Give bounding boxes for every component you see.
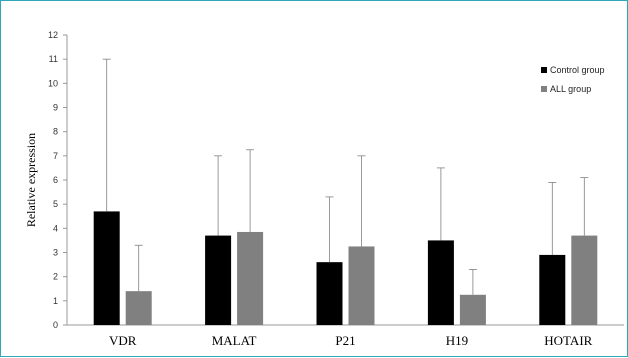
category-label: P21 bbox=[335, 333, 355, 348]
bar-all-malat bbox=[237, 231, 264, 325]
y-tick-label: 6 bbox=[53, 175, 58, 185]
y-axis-label: Relative expression bbox=[24, 133, 38, 227]
legend-swatch bbox=[541, 86, 547, 92]
y-tick-label: 4 bbox=[53, 223, 58, 233]
y-tick-label: 1 bbox=[53, 296, 58, 306]
bar-all-hotair bbox=[571, 235, 598, 325]
legend-label: ALL group bbox=[550, 84, 591, 94]
category-label: H19 bbox=[446, 333, 468, 348]
y-tick-label: 0 bbox=[53, 320, 58, 330]
bar-control-p21 bbox=[316, 262, 343, 325]
y-tick-label: 12 bbox=[48, 30, 58, 40]
bars bbox=[93, 58, 598, 325]
bar-all-h19 bbox=[459, 294, 486, 325]
y-tick-label: 7 bbox=[53, 151, 58, 161]
bar-all-p21 bbox=[348, 246, 375, 325]
bar-control-hotair bbox=[539, 254, 566, 325]
x-axis-categories: VDR MALAT P21 H19 HOTAIR bbox=[109, 333, 593, 348]
y-tick-label: 5 bbox=[53, 199, 58, 209]
y-tick-label: 8 bbox=[53, 127, 58, 137]
bar-control-malat bbox=[205, 235, 232, 325]
category-label: MALAT bbox=[212, 333, 257, 348]
bar-control-h19 bbox=[427, 240, 454, 325]
legend: Control group ALL group bbox=[541, 65, 605, 94]
y-tick-label: 11 bbox=[49, 54, 58, 64]
y-tick-label: 9 bbox=[53, 103, 58, 113]
bar-control-vdr bbox=[93, 211, 120, 325]
bar-all-vdr bbox=[125, 291, 152, 325]
category-label: VDR bbox=[109, 333, 137, 348]
legend-swatch bbox=[541, 67, 547, 73]
legend-label: Control group bbox=[550, 65, 605, 75]
y-tick-label: 10 bbox=[48, 78, 58, 88]
y-tick-label: 2 bbox=[53, 272, 58, 282]
category-label: HOTAIR bbox=[544, 333, 592, 348]
y-tick-label: 3 bbox=[53, 248, 58, 258]
